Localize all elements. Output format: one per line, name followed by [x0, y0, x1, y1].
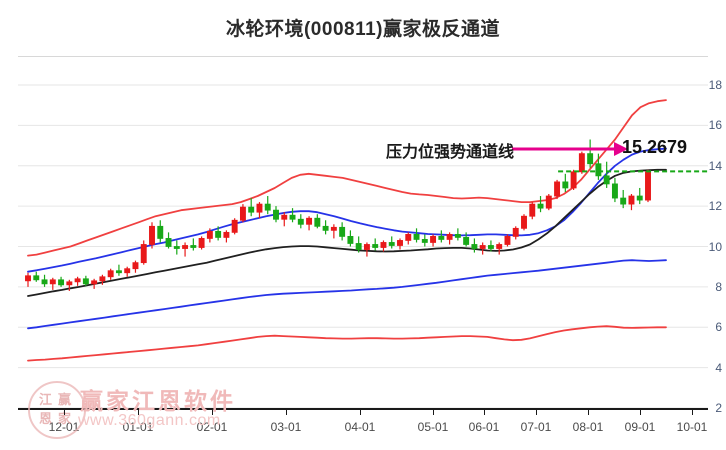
- x-axis-tick: [286, 408, 287, 415]
- title-divider: [18, 56, 708, 57]
- x-axis-tick-label: 02-01: [196, 420, 228, 434]
- x-axis-tick-label: 03-01: [270, 420, 302, 434]
- y-axis-tick-label: 18: [708, 78, 722, 92]
- current-price-line: [558, 170, 708, 173]
- y-axis-tick-label: 16: [708, 118, 722, 133]
- page-title: 冰轮环境(000811)赢家极反通道: [225, 19, 500, 40]
- seal-char: 江: [38, 392, 52, 407]
- x-axis-tick: [138, 408, 139, 415]
- x-axis-tick: [484, 408, 485, 415]
- x-axis-tick-label: 07-01: [520, 420, 552, 434]
- x-axis-tick: [212, 408, 213, 415]
- watermark-url: www.360gann.com: [78, 412, 221, 429]
- x-axis-tick-label: 01-01: [122, 420, 154, 434]
- y-axis-tick-label: 6: [715, 320, 722, 335]
- x-axis-tick-label: 10-01: [676, 420, 708, 434]
- y-axis-tick-label: 4: [715, 360, 722, 375]
- seal-char: 恩: [38, 411, 52, 426]
- x-axis-tick-label: 09-01: [624, 420, 656, 434]
- x-axis-tick: [64, 408, 65, 415]
- x-axis-tick: [536, 408, 537, 415]
- x-axis-tick-label: 08-01: [572, 420, 604, 434]
- x-axis-tick-label: 04-01: [344, 420, 376, 434]
- current-price-label: 15.2679: [622, 137, 688, 157]
- x-axis-tick-label: 06-01: [468, 420, 500, 434]
- candlestick-series: [25, 139, 651, 291]
- x-axis-line: [18, 408, 708, 410]
- annotation-label: 压力位强势通道线: [386, 144, 515, 161]
- x-axis-tick: [640, 408, 641, 415]
- seal-char: 赢: [57, 392, 71, 407]
- watermark-brand: 赢家江恩软件: [80, 388, 236, 414]
- seal-stamp-icon: 江赢恩家: [28, 381, 86, 439]
- x-axis-tick: [692, 408, 693, 415]
- x-axis-tick: [588, 408, 589, 415]
- x-axis-tick: [433, 408, 434, 415]
- seal-char: 家: [57, 411, 71, 426]
- y-axis-tick-label: 12: [708, 199, 722, 214]
- x-axis-tick: [360, 408, 361, 415]
- y-axis-tick-label: 10: [708, 239, 722, 254]
- x-axis-tick-label: 05-01: [417, 420, 449, 434]
- y-axis-tick-label: 2: [715, 401, 722, 415]
- y-axis-tick-label: 14: [708, 158, 722, 173]
- y-axis-tick-label: 8: [715, 279, 722, 294]
